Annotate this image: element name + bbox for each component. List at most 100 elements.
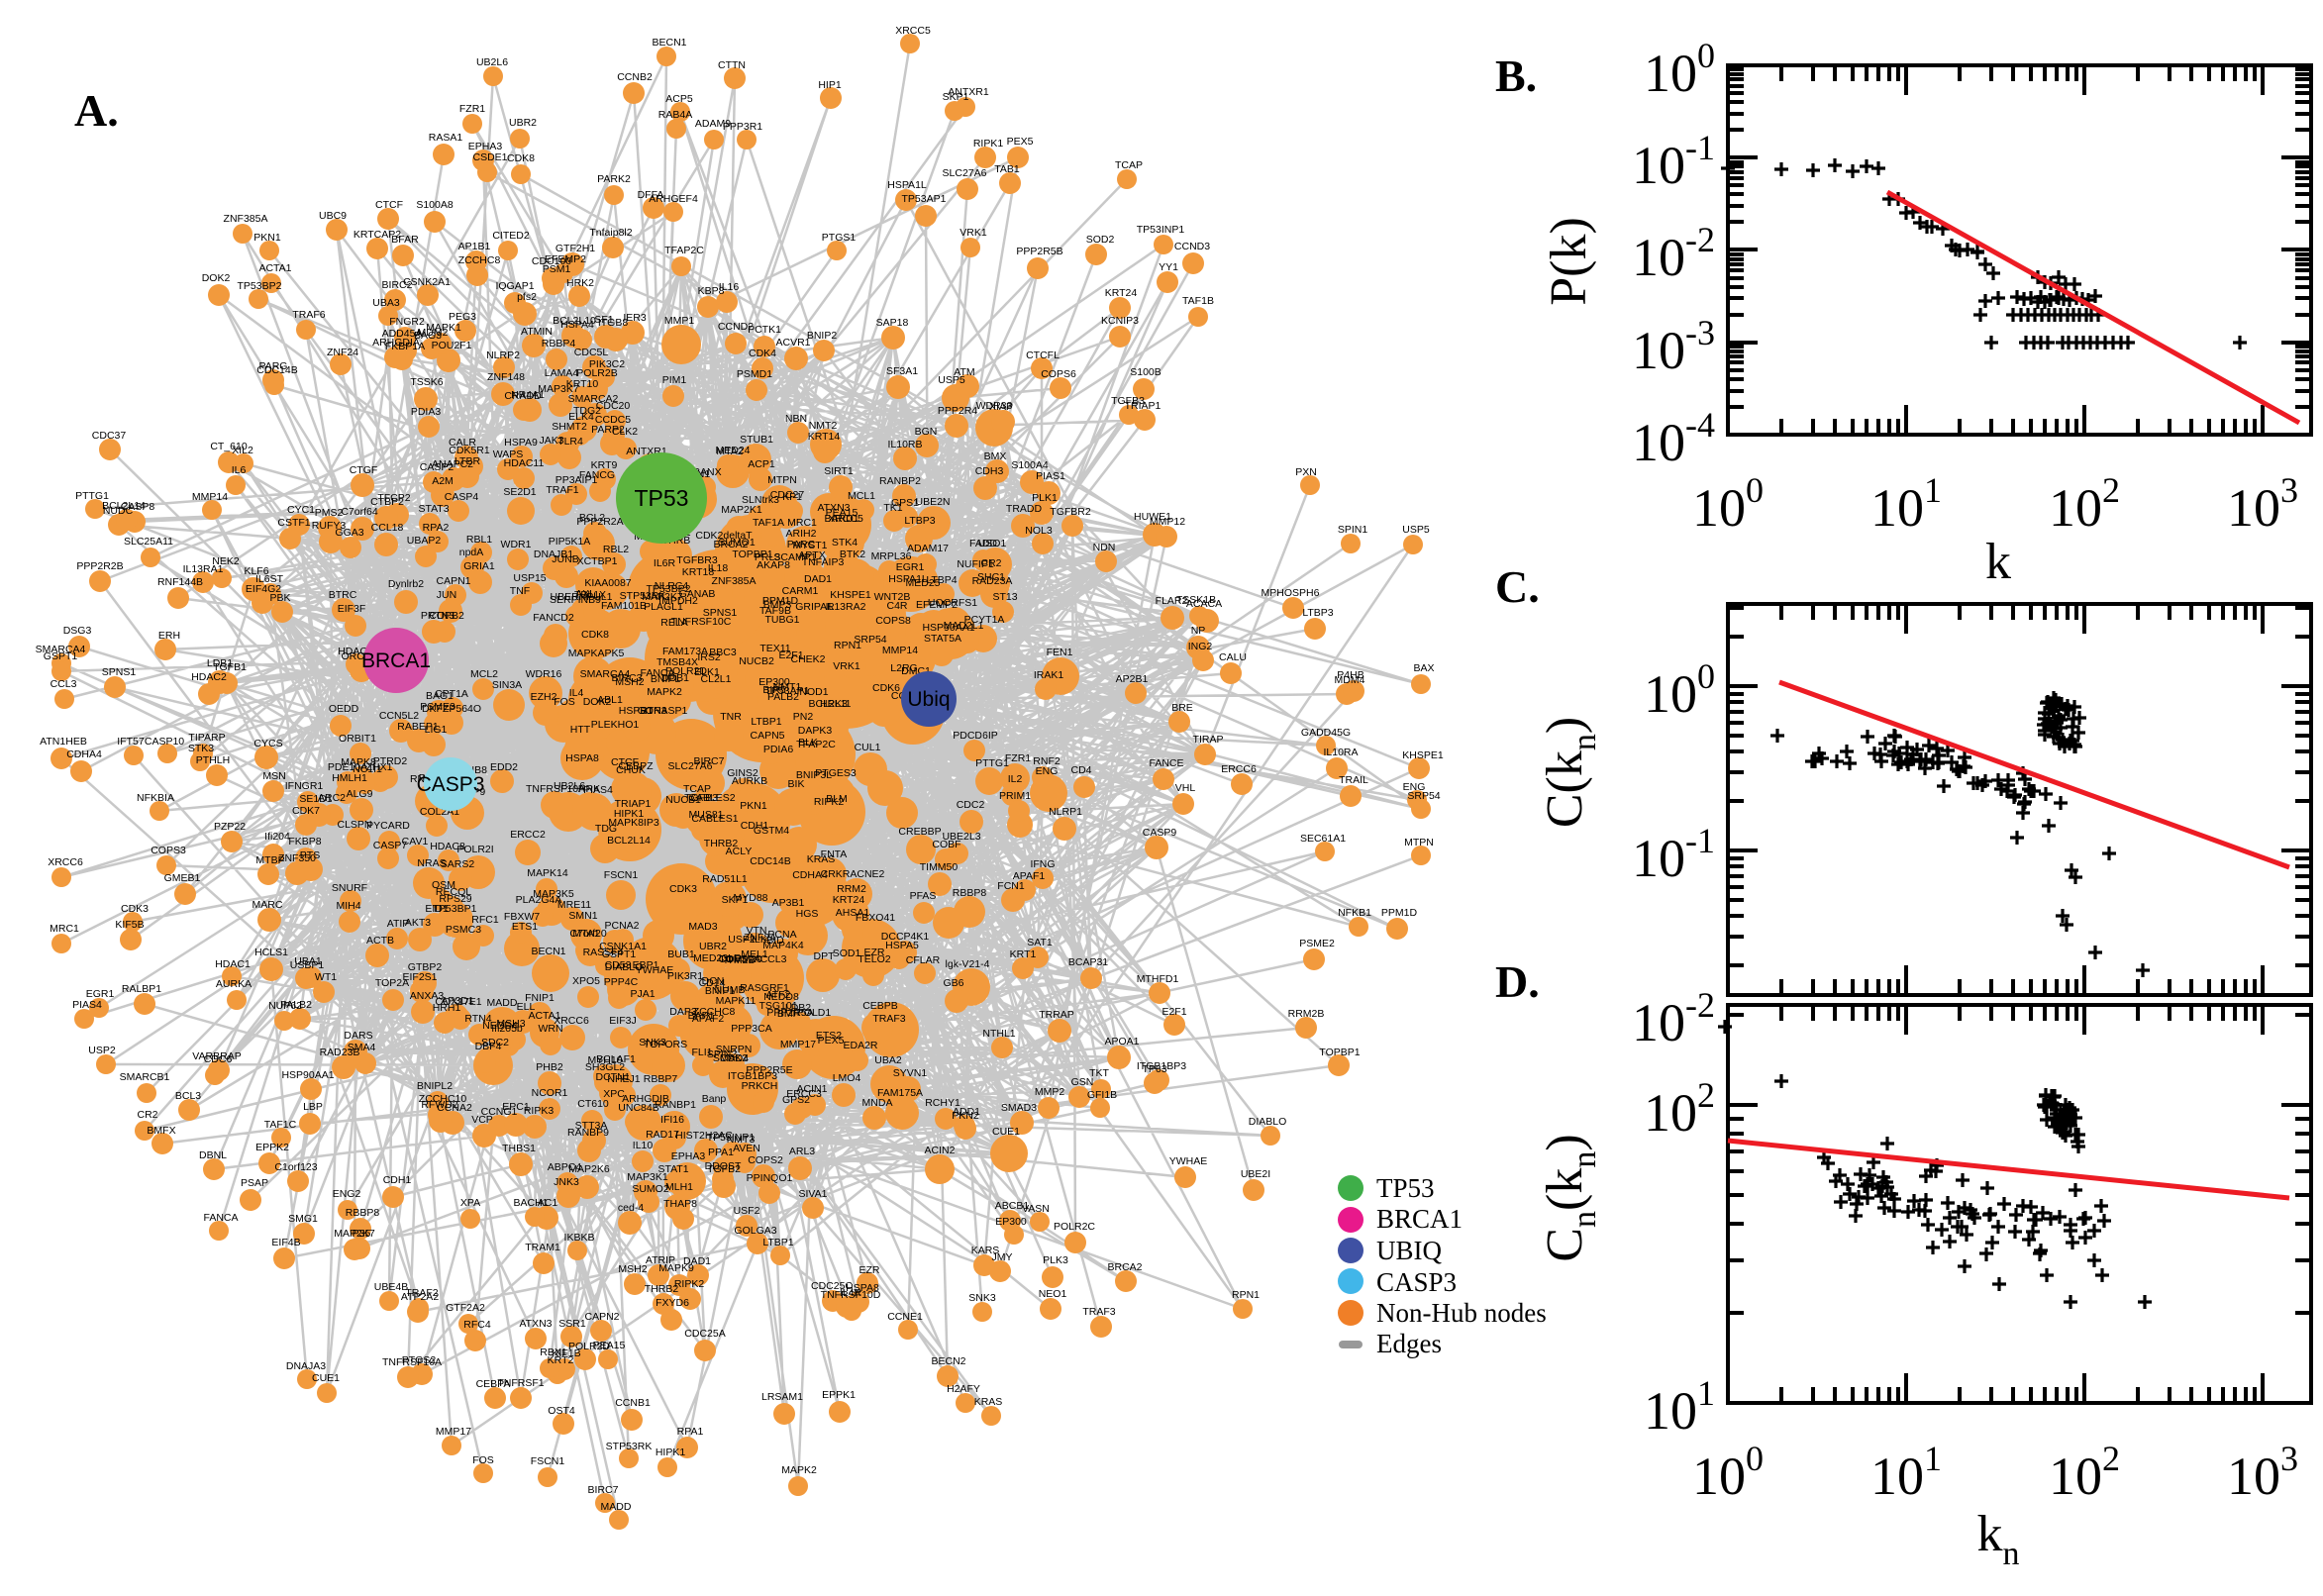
svg-text:HCLS1: HCLS1 — [254, 947, 288, 958]
svg-text:ELK1: ELK1 — [694, 666, 720, 678]
svg-text:SE1D1: SE1D1 — [299, 793, 332, 805]
svg-text:MIH4: MIH4 — [336, 900, 360, 912]
svg-text:NOL3: NOL3 — [1025, 525, 1053, 537]
svg-text:AHSA1: AHSA1 — [836, 907, 870, 919]
svg-text:ZNF350: ZNF350 — [278, 852, 316, 864]
svg-text:B.: B. — [1495, 50, 1537, 101]
svg-text:UBC9: UBC9 — [319, 210, 347, 222]
svg-text:FXYD6: FXYD6 — [656, 1297, 689, 1309]
svg-text:PPP2R2A: PPP2R2A — [576, 516, 623, 528]
svg-text:DBNL: DBNL — [199, 1149, 227, 1161]
svg-text:TP53BP2: TP53BP2 — [647, 583, 691, 595]
svg-text:BCL2: BCL2 — [579, 512, 605, 524]
svg-text:DCCP4K1: DCCP4K1 — [881, 931, 930, 943]
svg-text:LTBP4: LTBP4 — [926, 574, 957, 586]
svg-text:NUP62: NUP62 — [268, 1000, 302, 1012]
svg-text:BLK: BLK — [798, 737, 818, 748]
svg-text:BIRC3: BIRC3 — [612, 672, 643, 684]
svg-text:VRK1: VRK1 — [833, 660, 860, 672]
svg-text:TRAF6: TRAF6 — [292, 309, 325, 321]
svg-text:PARK2: PARK2 — [597, 173, 631, 185]
svg-text:EZR: EZR — [864, 947, 885, 958]
svg-text:VTN: VTN — [747, 925, 767, 937]
svg-text:FBXW7: FBXW7 — [504, 911, 540, 923]
svg-text:IFNG: IFNG — [1030, 858, 1055, 870]
svg-text:BMFX: BMFX — [147, 1125, 175, 1137]
svg-text:PPP2R5B: PPP2R5B — [1016, 246, 1062, 257]
svg-text:NEK2: NEK2 — [212, 555, 240, 567]
svg-text:LTBP1: LTBP1 — [751, 716, 781, 728]
svg-text:CDHA4: CDHA4 — [792, 869, 828, 881]
svg-text:SAT1: SAT1 — [1027, 937, 1053, 948]
svg-text:PSAP: PSAP — [241, 1177, 268, 1189]
svg-text:MED25: MED25 — [905, 577, 940, 589]
svg-text:GSTM4: GSTM4 — [754, 825, 789, 837]
svg-text:MAPK11: MAPK11 — [716, 995, 757, 1007]
svg-text:TGFB1: TGFB1 — [213, 661, 247, 673]
svg-text:RRM2: RRM2 — [837, 883, 866, 895]
svg-text:DFFA: DFFA — [638, 189, 664, 201]
svg-text:POLR2D: POLR2D — [568, 1341, 610, 1352]
svg-text:APOA1: APOA1 — [1104, 1036, 1139, 1047]
svg-text:STUB1: STUB1 — [740, 434, 773, 446]
svg-text:C7orf64: C7orf64 — [341, 506, 378, 518]
svg-text:FEN1: FEN1 — [1047, 647, 1073, 658]
svg-text:TUBG1: TUBG1 — [764, 614, 799, 626]
svg-text:BFAR: BFAR — [391, 234, 419, 246]
svg-text:CSDE1: CSDE1 — [472, 151, 507, 163]
svg-text:MCL1: MCL1 — [848, 490, 875, 502]
svg-text:HIST2H2AC: HIST2H2AC — [675, 1130, 733, 1142]
svg-text:TNFRSF10D: TNFRSF10D — [821, 1289, 881, 1301]
svg-text:DAD1: DAD1 — [804, 573, 832, 585]
svg-text:KRT18: KRT18 — [682, 566, 715, 578]
svg-text:FKBP1A: FKBP1A — [385, 341, 425, 352]
svg-text:CASP2: CASP2 — [420, 461, 454, 473]
svg-text:HIP1: HIP1 — [818, 79, 842, 91]
svg-text:UBA2: UBA2 — [874, 1054, 902, 1066]
svg-text:DDB1: DDB1 — [661, 672, 689, 684]
svg-text:CABLES2: CABLES2 — [688, 792, 735, 804]
svg-text:E2F1: E2F1 — [1162, 1006, 1186, 1018]
svg-text:CDC27: CDC27 — [770, 489, 805, 501]
svg-text:CASP10: CASP10 — [145, 736, 184, 748]
svg-text:BIRC7: BIRC7 — [588, 1484, 619, 1496]
svg-text:EDA2R: EDA2R — [843, 1040, 877, 1051]
svg-text:JNK3: JNK3 — [554, 1176, 579, 1188]
svg-text:PCNA2: PCNA2 — [604, 920, 639, 932]
svg-text:TSG101: TSG101 — [758, 1000, 797, 1012]
svg-text:PARP2: PARP2 — [591, 424, 625, 436]
svg-text:TFAP2C: TFAP2C — [796, 739, 836, 750]
svg-text:USP5: USP5 — [938, 374, 965, 386]
svg-text:DNAJA3: DNAJA3 — [286, 1360, 326, 1372]
svg-text:PALB2: PALB2 — [767, 691, 799, 703]
svg-text:CASP7: CASP7 — [373, 840, 408, 851]
svg-text:ANAPC2: ANAPC2 — [432, 458, 473, 470]
svg-text:PEG3: PEG3 — [449, 311, 476, 323]
svg-text:NTHL1: NTHL1 — [982, 1028, 1015, 1040]
svg-text:CDK2: CDK2 — [720, 1052, 748, 1064]
svg-text:NDN: NDN — [1093, 542, 1116, 553]
svg-text:RUFY3: RUFY3 — [312, 520, 347, 532]
svg-text:TRAM1: TRAM1 — [525, 1242, 560, 1253]
svg-text:JAK3: JAK3 — [539, 435, 563, 447]
svg-text:XPC: XPC — [603, 1088, 625, 1100]
svg-text:RBL2: RBL2 — [603, 544, 629, 555]
svg-text:DPT: DPT — [814, 950, 836, 962]
svg-text:NR4A1: NR4A1 — [511, 389, 545, 401]
svg-text:UBA1: UBA1 — [294, 955, 322, 967]
svg-text:RAB4A: RAB4A — [658, 109, 692, 121]
svg-text:BNIP2: BNIP2 — [807, 330, 838, 342]
svg-text:PEA15: PEA15 — [593, 1340, 626, 1351]
svg-text:IL4R: IL4R — [840, 1287, 862, 1299]
svg-text:CDK4: CDK4 — [749, 348, 776, 359]
svg-text:CL2L1: CL2L1 — [701, 673, 732, 685]
svg-text:SEC61A1: SEC61A1 — [1300, 833, 1346, 845]
svg-text:BAX: BAX — [1413, 662, 1434, 674]
svg-text:CCND2: CCND2 — [718, 321, 754, 333]
svg-text:IMPDH2: IMPDH2 — [658, 595, 698, 607]
svg-text:EFEMP2: EFEMP2 — [916, 599, 958, 611]
svg-text:ACIN1: ACIN1 — [797, 1083, 828, 1095]
svg-text:HGS: HGS — [796, 908, 819, 920]
svg-text:PKN2: PKN2 — [952, 1110, 979, 1122]
svg-text:MPHOSPH6: MPHOSPH6 — [1262, 587, 1320, 599]
